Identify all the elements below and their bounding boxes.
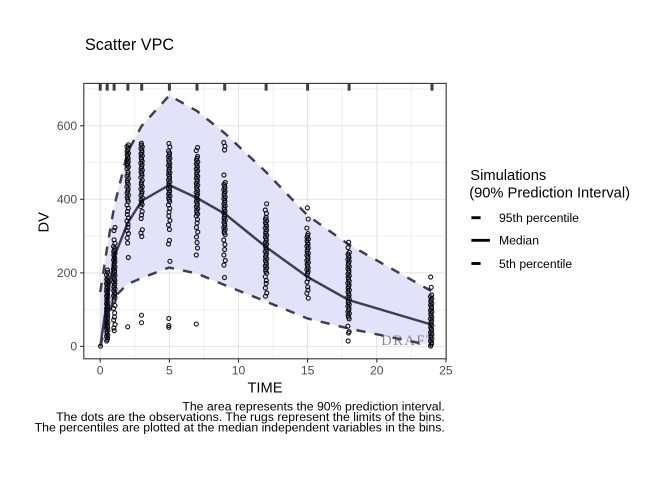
- svg-text:0: 0: [97, 364, 104, 378]
- svg-text:25: 25: [439, 364, 453, 378]
- svg-text:5th percentile: 5th percentile: [499, 257, 572, 271]
- svg-text:The dots are the observations.: The dots are the observations. The rugs …: [56, 410, 445, 424]
- svg-text:95th percentile: 95th percentile: [499, 211, 579, 225]
- svg-text:DV: DV: [37, 212, 53, 233]
- svg-text:Median: Median: [499, 234, 539, 248]
- svg-text:200: 200: [57, 266, 78, 280]
- svg-text:(90% Prediction Interval): (90% Prediction Interval): [469, 185, 630, 201]
- svg-text:0: 0: [70, 340, 77, 354]
- svg-text:Scatter VPC: Scatter VPC: [85, 36, 174, 54]
- svg-text:The area represents the 90% pr: The area represents the 90% prediction i…: [182, 399, 444, 413]
- svg-text:TIME: TIME: [247, 380, 282, 396]
- svg-text:600: 600: [57, 119, 78, 133]
- svg-text:400: 400: [57, 193, 78, 207]
- svg-text:10: 10: [232, 364, 246, 378]
- svg-text:20: 20: [370, 364, 384, 378]
- svg-text:Simulations: Simulations: [470, 168, 546, 184]
- svg-text:The percentiles are plotted at: The percentiles are plotted at the media…: [35, 420, 445, 434]
- svg-text:5: 5: [166, 364, 173, 378]
- svg-text:15: 15: [301, 364, 315, 378]
